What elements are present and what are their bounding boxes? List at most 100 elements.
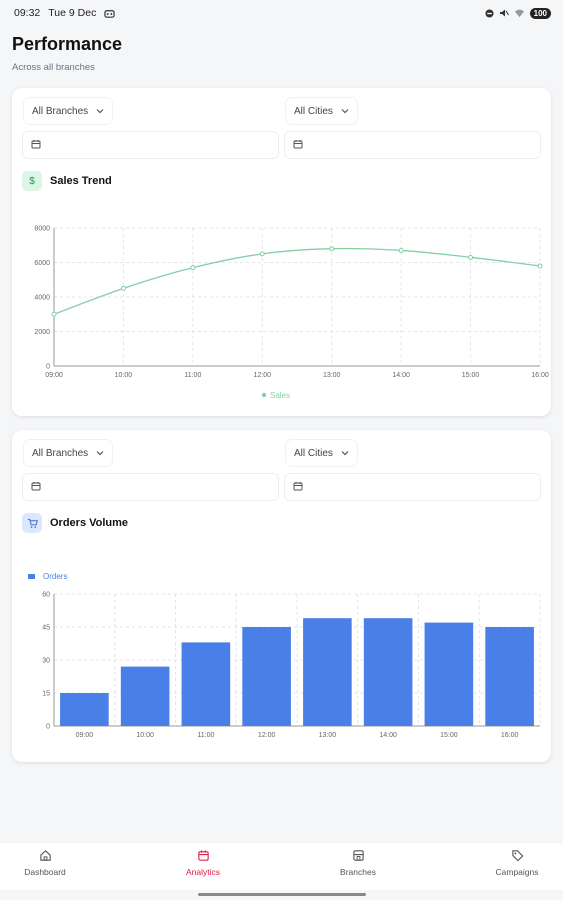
y-tick-label: 15 bbox=[42, 691, 50, 698]
legend-marker-orders bbox=[28, 574, 35, 579]
nav-label-branches: Branches bbox=[340, 867, 376, 877]
sales-point bbox=[51, 311, 57, 317]
orders-bar bbox=[303, 618, 352, 726]
city-filter-label: All Cities bbox=[294, 447, 333, 459]
sales-point bbox=[329, 246, 335, 252]
legend-label-orders: Orders bbox=[43, 572, 67, 581]
sales-point bbox=[537, 263, 543, 269]
chevron-down-icon bbox=[341, 106, 349, 117]
chevron-down-icon bbox=[96, 448, 104, 459]
x-tick-label: 15:00 bbox=[440, 732, 458, 739]
calendar-icon bbox=[197, 849, 210, 864]
sales-point bbox=[120, 285, 126, 291]
calendar-icon bbox=[293, 136, 303, 154]
orders-volume-title: Orders Volume bbox=[50, 517, 129, 529]
branch-filter-dropdown[interactable]: All Branches bbox=[24, 98, 113, 124]
battery-indicator: 100 bbox=[529, 7, 551, 19]
x-tick-label: 09:00 bbox=[45, 372, 63, 379]
page-title: Performance bbox=[12, 34, 123, 54]
y-tick-label: 30 bbox=[42, 658, 50, 665]
dollar-icon: $ bbox=[22, 171, 42, 191]
orders-volume-card: All Branches All Cities Orders Volume Or… bbox=[12, 430, 551, 762]
orders-bar bbox=[120, 666, 170, 726]
sales-trend-title: Sales Trend bbox=[50, 175, 112, 187]
y-tick-label: 0 bbox=[46, 724, 50, 731]
notification-icon bbox=[104, 8, 116, 19]
x-tick-label: 11:00 bbox=[197, 732, 214, 739]
chevron-down-icon bbox=[341, 448, 349, 459]
status-date: Tue 9 Dec bbox=[48, 7, 97, 19]
nav-label-analytics: Analytics bbox=[185, 867, 220, 877]
sales-point bbox=[190, 265, 196, 271]
y-tick-label: 2000 bbox=[34, 329, 50, 336]
status-left: 09:32 Tue 9 Dec bbox=[14, 7, 116, 19]
x-tick-label: 11:00 bbox=[184, 372, 201, 379]
y-tick-label: 8000 bbox=[34, 226, 50, 233]
city-filter-label: All Cities bbox=[294, 105, 333, 117]
x-tick-label: 13:00 bbox=[323, 372, 341, 379]
end-date-input[interactable] bbox=[284, 473, 541, 501]
orders-bar bbox=[242, 627, 291, 726]
sales-point bbox=[398, 247, 404, 253]
calendar-icon bbox=[293, 478, 303, 496]
wifi-icon bbox=[514, 8, 525, 18]
city-filter-dropdown[interactable]: All Cities bbox=[286, 98, 357, 124]
orders-volume-header: Orders Volume bbox=[22, 513, 128, 533]
branch-filter-label: All Branches bbox=[32, 447, 89, 459]
orders-bar-chart: Orders 0 15 30 45 60 09:00 10:00 11:00 12:00 13:00… bbox=[28, 572, 541, 739]
end-date-input[interactable] bbox=[284, 131, 541, 159]
nav-item-campaigns[interactable]: Campaigns bbox=[472, 849, 562, 877]
store-icon bbox=[352, 849, 365, 864]
y-tick-label: 60 bbox=[42, 592, 50, 599]
legend-label-sales: Sales bbox=[270, 391, 290, 400]
orders-bar bbox=[363, 618, 413, 726]
y-tick-label: 6000 bbox=[34, 260, 50, 267]
mute-icon bbox=[499, 8, 509, 18]
home-icon bbox=[39, 849, 52, 864]
status-right: 100 bbox=[485, 7, 551, 19]
sales-line-chart: 0 2000 4000 6000 8000 09:00 10:00 11:00 12:00 13:… bbox=[34, 226, 549, 401]
nav-item-dashboard[interactable]: Dashboard bbox=[0, 849, 90, 877]
bottom-navigation: Dashboard Analytics Branches Campaigns bbox=[0, 842, 563, 890]
calendar-icon bbox=[31, 478, 41, 496]
start-date-input[interactable] bbox=[22, 131, 279, 159]
orders-bar bbox=[485, 627, 534, 726]
x-tick-label: 15:00 bbox=[462, 372, 480, 379]
x-tick-label: 10:00 bbox=[136, 732, 154, 739]
tag-icon bbox=[511, 849, 524, 864]
page-subtitle: Across all branches bbox=[12, 62, 95, 73]
status-bar: 09:32 Tue 9 Dec 100 bbox=[0, 0, 563, 26]
x-tick-label: 09:00 bbox=[76, 732, 94, 739]
start-date-input[interactable] bbox=[22, 473, 279, 501]
chevron-down-icon bbox=[96, 106, 104, 117]
x-tick-label: 14:00 bbox=[379, 732, 397, 739]
sales-trend-card: All Branches All Cities $ Sales Trend 0 2… bbox=[12, 88, 551, 416]
x-tick-label: 10:00 bbox=[115, 372, 133, 379]
branch-filter-dropdown[interactable]: All Branches bbox=[24, 440, 113, 466]
x-tick-label: 16:00 bbox=[501, 732, 519, 739]
home-indicator bbox=[198, 893, 366, 896]
x-tick-label: 16:00 bbox=[531, 372, 549, 379]
sales-point bbox=[259, 251, 265, 257]
x-tick-label: 12:00 bbox=[254, 372, 272, 379]
y-tick-label: 0 bbox=[46, 364, 50, 371]
nav-label-campaigns: Campaigns bbox=[495, 867, 539, 877]
y-tick-label: 4000 bbox=[34, 295, 50, 302]
nav-item-branches[interactable]: Branches bbox=[313, 849, 403, 877]
status-time: 09:32 bbox=[14, 7, 41, 19]
legend-marker-sales bbox=[261, 392, 267, 398]
y-tick-label: 45 bbox=[42, 625, 50, 632]
orders-bar bbox=[181, 642, 231, 726]
nav-item-analytics[interactable]: Analytics bbox=[158, 849, 248, 877]
orders-bar bbox=[424, 622, 474, 726]
x-tick-label: 13:00 bbox=[319, 732, 337, 739]
x-tick-label: 12:00 bbox=[258, 732, 276, 739]
branch-filter-label: All Branches bbox=[32, 105, 89, 117]
sales-point bbox=[468, 254, 474, 260]
calendar-icon bbox=[31, 136, 41, 154]
sales-line bbox=[53, 247, 541, 315]
nav-label-dashboard: Dashboard bbox=[24, 867, 66, 877]
orders-bar bbox=[60, 693, 109, 726]
cart-icon bbox=[22, 513, 42, 533]
city-filter-dropdown[interactable]: All Cities bbox=[286, 440, 357, 466]
